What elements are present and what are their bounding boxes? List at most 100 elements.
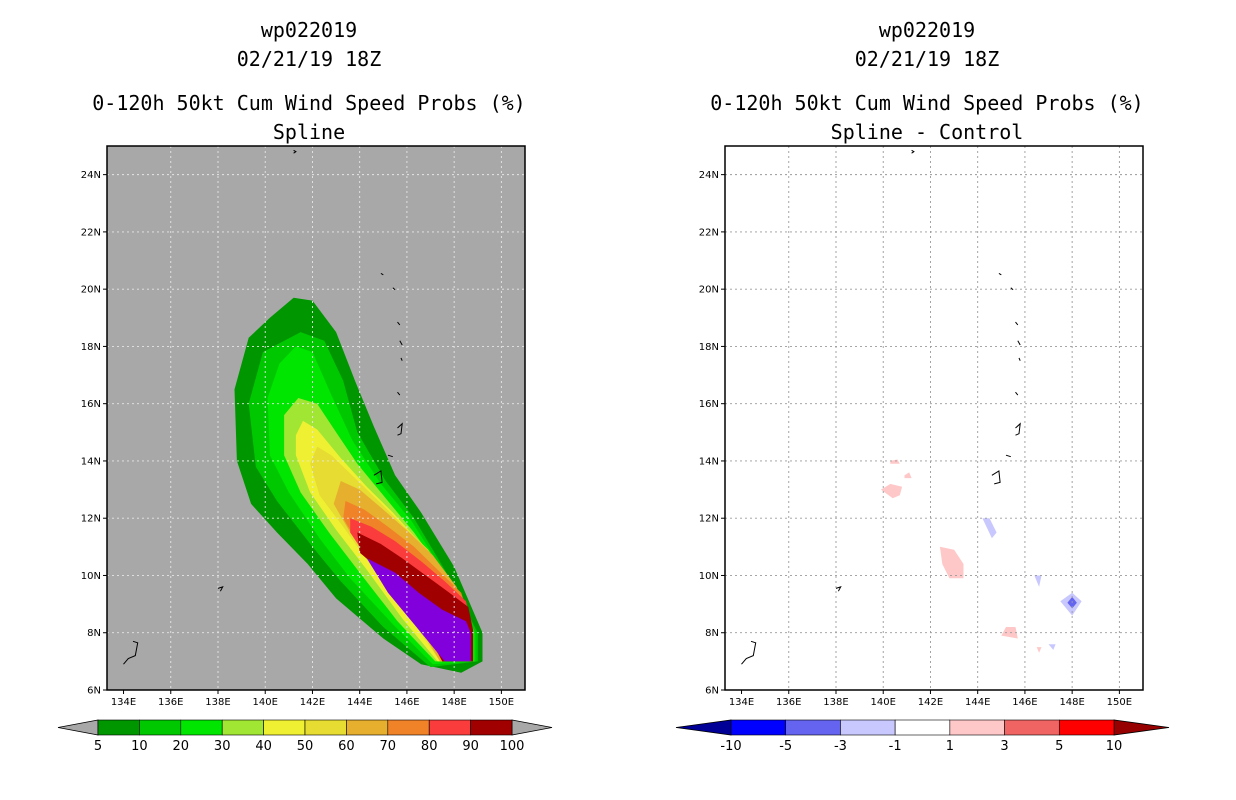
x-tick-label: 150E [489, 697, 514, 708]
storm-id: wp022019 [260, 18, 358, 42]
colorbar-swatch [221, 719, 264, 736]
colorbar-swatch [894, 719, 951, 736]
x-tick-label: 138E [823, 697, 848, 708]
x-tick-label: 142E [918, 697, 943, 708]
y-tick-label: 16N [699, 399, 719, 410]
contour-layer [880, 459, 1082, 653]
colorbar-label: -10 [720, 739, 741, 754]
island-9 [373, 470, 383, 485]
island-6 [1015, 391, 1019, 396]
island-2 [1010, 287, 1014, 291]
colorbar-swatch [387, 719, 430, 736]
colorbar-swatch [263, 719, 306, 736]
colorbar-label: 70 [380, 739, 397, 754]
y-tick-label: 12N [699, 514, 719, 525]
contour-100-10 [366, 558, 471, 662]
x-tick-label: 140E [253, 697, 278, 708]
island-8 [387, 454, 393, 458]
storm-id: wp022019 [878, 18, 976, 42]
colorbar-swatch [1058, 719, 1115, 736]
colorbar-arrow-high [1113, 719, 1170, 736]
y-tick-label: 12N [81, 514, 101, 525]
contour--1-6 [1034, 575, 1042, 587]
colorbar-arrow-low [57, 719, 99, 736]
x-tick-label: 148E [1059, 697, 1084, 708]
island-5 [400, 357, 403, 361]
left-panel: wp022019 02/21/19 18Z 0-120h 50kt Cum Wi… [57, 18, 553, 754]
chart-title: 0-120h 50kt Cum Wind Speed Probs (%) [710, 91, 1144, 115]
colorbar-swatch [949, 719, 1005, 736]
contour-layer [234, 297, 483, 673]
x-tick-label: 140E [871, 697, 896, 708]
island-3 [397, 321, 401, 326]
y-tick-label: 14N [699, 456, 719, 467]
x-tick-label: 144E [965, 697, 990, 708]
island-11 [741, 640, 757, 665]
plot-background [725, 146, 1143, 690]
island-11 [123, 640, 139, 665]
island-4 [399, 340, 403, 346]
colorbar-label: -1 [889, 739, 902, 754]
island-2 [392, 287, 396, 291]
y-tick-label: 8N [705, 628, 719, 639]
colorbar-label: 3 [1000, 739, 1008, 754]
colorbar-label: 10 [131, 739, 148, 754]
x-tick-label: 148E [441, 697, 466, 708]
x-tick-label: 138E [205, 697, 230, 708]
y-tick-label: 14N [81, 456, 101, 467]
island-9 [991, 470, 1001, 485]
contour-1-1 [904, 472, 912, 479]
colorbar-swatch [1004, 719, 1060, 736]
colorbar-label: 1 [946, 739, 954, 754]
y-tick-label: 8N [87, 628, 101, 639]
island-5 [1018, 357, 1021, 361]
y-tick-label: 18N [81, 342, 101, 353]
colorbar-label: 80 [421, 739, 438, 754]
datetime: 02/21/19 18Z [236, 47, 382, 71]
y-tick-label: 24N [699, 170, 719, 181]
y-tick-label: 24N [81, 170, 101, 181]
x-tick-label: 146E [1012, 697, 1037, 708]
y-tick-label: 10N [81, 571, 101, 582]
x-tick-label: 134E [111, 697, 136, 708]
right-panel: wp022019 02/21/19 18Z 0-120h 50kt Cum Wi… [618, 0, 1236, 800]
colorbar-label: 50 [297, 739, 314, 754]
colorbar-swatch [346, 719, 389, 736]
contour-1-3 [939, 546, 964, 579]
island-10 [217, 586, 224, 592]
x-tick-label: 146E [394, 697, 419, 708]
y-tick-label: 16N [81, 399, 101, 410]
contour-1-4 [1001, 627, 1018, 639]
island-3 [1015, 321, 1019, 326]
colorbar-swatch [139, 719, 182, 736]
difference-map: 6N 8N 10N 12N 14N 16N 18N 20N 22N 24N 134E 136E 138E… [675, 145, 1170, 754]
x-tick-label: 142E [300, 697, 325, 708]
colorbar-label: 20 [173, 739, 190, 754]
colorbar-swatch [428, 719, 471, 736]
colorbar-label: 90 [462, 739, 479, 754]
plot-frame [106, 145, 526, 691]
contour-1-10 [1036, 647, 1042, 653]
island-7 [397, 422, 403, 436]
y-tick-label: 6N [705, 686, 719, 697]
chart-title: 0-120h 50kt Cum Wind Speed Probs (%) [92, 91, 526, 115]
island-7 [1015, 422, 1021, 436]
colorbar-swatch [785, 719, 841, 736]
contour-1-0 [890, 459, 900, 464]
x-tick-label: 136E [158, 697, 183, 708]
colorbar-swatch [470, 719, 513, 736]
colorbar-arrow-high [511, 719, 553, 736]
colorbar-arrow-low [675, 719, 732, 736]
island-4 [1017, 340, 1021, 346]
contour--1-5 [982, 518, 997, 539]
y-tick-label: 20N [81, 285, 101, 296]
datetime: 02/21/19 18Z [854, 47, 1000, 71]
y-tick-label: 20N [699, 285, 719, 296]
island-0 [293, 149, 297, 154]
y-tick-label: 22N [81, 227, 101, 238]
colorbar-swatch [730, 719, 787, 736]
chart-subtitle: Spline [272, 120, 346, 144]
y-tick-label: 22N [699, 227, 719, 238]
island-6 [397, 391, 401, 396]
colorbar-label: 5 [94, 739, 102, 754]
